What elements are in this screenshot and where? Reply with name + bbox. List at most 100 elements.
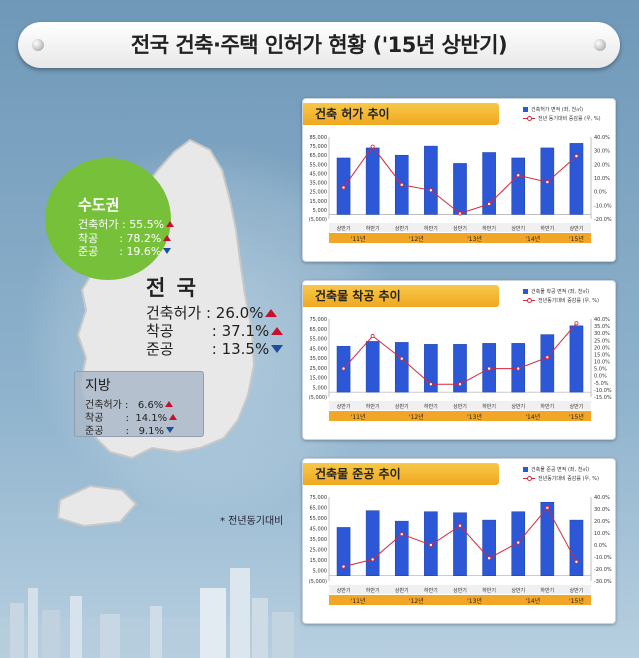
year-label: '11년 <box>351 413 366 421</box>
start-chart-title: 건축물 착공 추이 <box>315 289 401 303</box>
y-left-tick-label: (5,000) <box>309 217 327 223</box>
y-left-tick-label: 45,000 <box>310 171 328 177</box>
y-right-tick-label: 30.0% <box>594 149 610 155</box>
rate-point <box>574 321 579 326</box>
rate-point <box>428 188 433 193</box>
rate-point <box>457 211 462 216</box>
nation-permit-label: 건축허가 <box>146 304 202 322</box>
rate-point <box>574 559 579 564</box>
metro-complete-label: 준공 <box>78 245 99 258</box>
metro-region-circle <box>45 158 171 280</box>
y-left-tick-label: 75,000 <box>310 317 328 323</box>
y-right-tick-label: 0.0% <box>594 374 607 380</box>
bar <box>453 512 467 576</box>
x-tick-label: 하반기 <box>366 225 380 232</box>
y-right-tick-label: -10.0% <box>594 388 612 394</box>
rate-point <box>370 557 375 562</box>
up-arrow-icon <box>265 309 278 317</box>
y-right-tick-label: 40.0% <box>594 135 610 141</box>
x-tick-label: 하반기 <box>540 225 554 232</box>
x-tick-label: 상반기 <box>511 225 525 232</box>
rate-point <box>399 532 404 537</box>
rate-point <box>341 185 346 190</box>
legend-label: 전년동기대비 증감률 (우, %) <box>538 298 600 304</box>
legend-label: 전년 동기대비 증감률 (우, %) <box>538 116 601 122</box>
year-label: '11년 <box>351 235 366 243</box>
up-arrow-icon <box>271 327 284 335</box>
x-tick-label: 하반기 <box>482 587 496 594</box>
rate-point <box>428 382 433 387</box>
y-left-tick-label: 45,000 <box>310 346 328 352</box>
bar <box>482 519 496 576</box>
y-right-tick-label: 40.0% <box>594 317 610 323</box>
city-skyline-illustration <box>0 568 300 658</box>
bar <box>511 157 526 215</box>
bar <box>569 325 584 393</box>
year-label: '12년 <box>409 235 424 243</box>
y-left-tick-label: 15,000 <box>310 199 328 205</box>
y-right-tick-label: 0.0% <box>594 543 607 549</box>
rate-point <box>516 173 521 178</box>
bar <box>540 502 555 576</box>
complete-chart-title: 건축물 준공 추이 <box>315 467 401 481</box>
metro-complete-value: 19.6% <box>126 245 162 258</box>
bar-legend-swatch <box>523 467 528 472</box>
y-left-tick-label: 75,000 <box>310 144 328 150</box>
permit-chart-panel: 건축 허가 추이 건축허가 면적 (좌, 천㎡) 전년 동기대비 증감률 (우,… <box>302 98 616 262</box>
year-label: '14년 <box>525 597 540 605</box>
y-left-tick-label: 65,000 <box>310 506 328 512</box>
permit-chart-header: 건축 허가 추이 <box>303 103 499 125</box>
title-bar: 전국 건축·주택 인허가 현황 ('15년 상반기) <box>18 22 620 68</box>
rate-point <box>545 505 550 510</box>
x-tick-label: 상반기 <box>453 403 467 410</box>
local-complete-line: 준공 : 9.1% <box>85 422 174 437</box>
rate-point <box>574 154 579 159</box>
metro-title: 수도권 <box>78 196 120 214</box>
y-right-tick-label: 10.0% <box>594 360 610 366</box>
y-left-tick-label: 55,000 <box>310 337 328 343</box>
x-tick-label: 상반기 <box>453 225 467 232</box>
legend-label: 건축물 준공 면적 (좌, 천㎡) <box>531 467 590 473</box>
bar <box>424 344 438 393</box>
left-pin-icon <box>32 39 44 51</box>
local-complete-value: 9.1% <box>138 426 164 437</box>
local-complete-label: 준공 <box>85 426 104 437</box>
y-left-tick-label: 5,000 <box>313 569 327 575</box>
y-left-tick-label: 45,000 <box>310 527 328 533</box>
x-tick-label: 하반기 <box>424 225 438 232</box>
y-left-tick-label: 55,000 <box>310 162 328 168</box>
nation-complete-line: 준공 : 13.5% <box>146 338 284 359</box>
nation-start-line: 착공 : 37.1% <box>146 320 284 341</box>
x-tick-label: 하반기 <box>424 587 438 594</box>
permit-chart-legend: 건축허가 면적 (좌, 천㎡) 전년 동기대비 증감률 (우, %) <box>523 105 601 123</box>
year-label: '15년 <box>569 235 584 243</box>
down-arrow-icon <box>163 248 172 254</box>
y-right-tick-label: -20.0% <box>594 217 612 223</box>
legend-label: 전년동기대비 증감률 (우, %) <box>538 476 600 482</box>
start-chart-legend: 건축물 착공 면적 (좌, 천㎡) 전년동기대비 증감률 (우, %) <box>523 287 599 305</box>
y-left-tick-label: 15,000 <box>310 558 328 564</box>
category-strip <box>329 401 591 410</box>
metro-start-value: 78.2% <box>126 232 162 245</box>
y-left-tick-label: 5,000 <box>313 208 327 214</box>
y-left-tick-label: (5,000) <box>309 579 327 585</box>
y-right-tick-label: 30.0% <box>594 507 610 513</box>
rate-point <box>457 382 462 387</box>
year-label: '14년 <box>525 235 540 243</box>
nation-permit-line: 건축허가 : 26.0% <box>146 302 278 323</box>
x-tick-label: 하반기 <box>540 403 554 410</box>
x-tick-label: 하반기 <box>482 403 496 410</box>
rate-point <box>341 564 346 569</box>
nation-title: 전 국 <box>146 276 198 300</box>
y-left-tick-label: 55,000 <box>310 516 328 522</box>
y-right-tick-label: -10.0% <box>594 203 612 209</box>
y-right-tick-label: -30.0% <box>594 579 612 585</box>
page-title: 전국 건축·주택 인허가 현황 ('15년 상반기) <box>130 33 508 57</box>
bar <box>453 163 467 215</box>
x-tick-label: 상반기 <box>570 403 584 410</box>
y-left-tick-label: 65,000 <box>310 327 328 333</box>
y-right-tick-label: 20.0% <box>594 345 610 351</box>
y-left-tick-label: 65,000 <box>310 153 328 159</box>
legend-label: 건축허가 면적 (좌, 천㎡) <box>531 107 584 113</box>
local-start-label: 착공 <box>85 413 104 424</box>
